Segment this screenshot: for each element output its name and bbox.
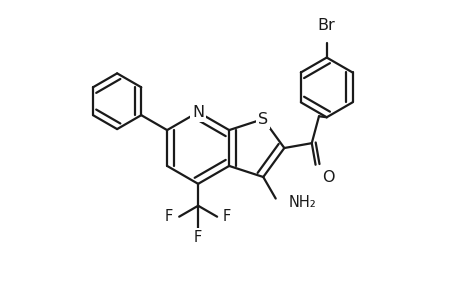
Text: S: S [257, 112, 268, 127]
Text: F: F [194, 230, 202, 245]
Text: Br: Br [317, 18, 335, 33]
Text: O: O [322, 170, 334, 185]
Text: F: F [165, 209, 173, 224]
Text: F: F [223, 209, 231, 224]
Text: N: N [192, 105, 204, 120]
Text: NH₂: NH₂ [288, 195, 316, 210]
